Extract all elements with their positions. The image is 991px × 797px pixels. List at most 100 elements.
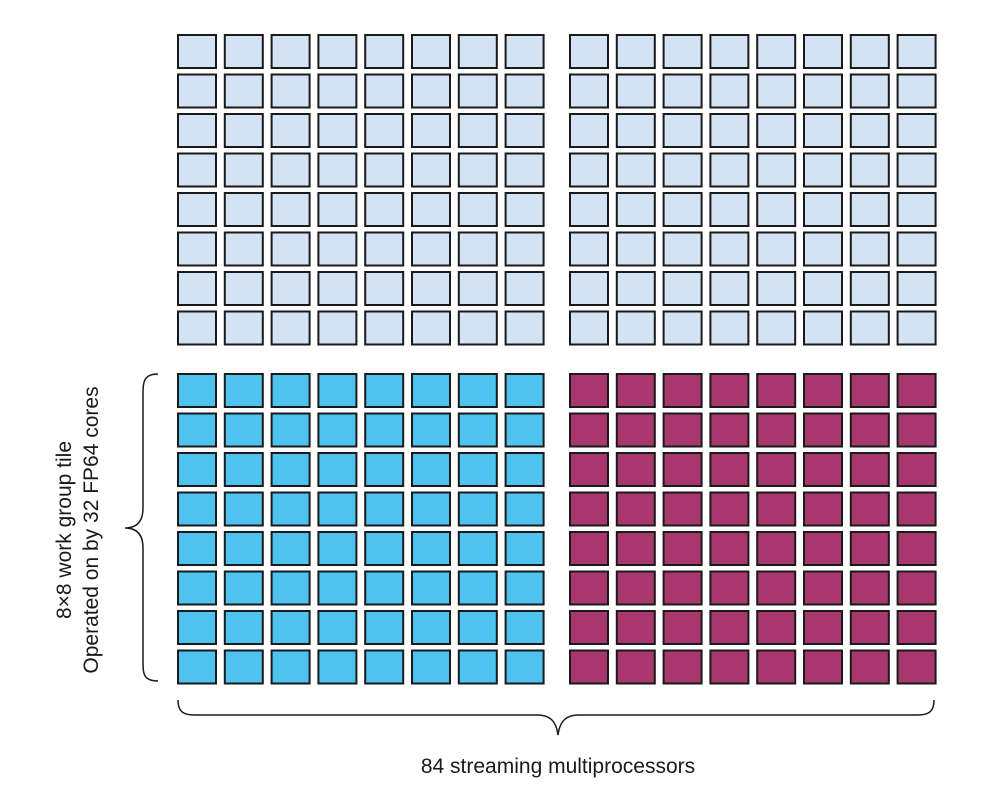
cell-top-left [504,152,545,188]
cell-bottom-left [411,373,451,408]
cell-top-left [411,34,451,69]
cell-top-left [364,113,405,148]
cell-top-left [317,231,358,267]
cell-top-left [223,271,264,306]
cell-top-right [756,73,797,109]
cell-top-right [615,231,656,267]
cell-bottom-right [709,531,750,566]
cell-bottom-right [896,531,937,566]
cell-top-right [662,73,703,109]
cell-bottom-left [223,412,264,448]
cell-bottom-left [457,491,498,527]
cell-top-left [317,192,358,227]
cell-top-right [803,271,843,306]
multiprocessor-brace [177,699,935,736]
cell-top-right [803,152,843,188]
cell-bottom-left [364,610,405,645]
cell-top-right [569,231,609,267]
cell-bottom-right [849,531,890,566]
cell-top-right [849,310,890,346]
cell-top-left [411,113,451,148]
cell-top-left [177,192,217,227]
cell-top-left [411,192,451,227]
cell-bottom-left [317,373,358,408]
cell-top-left [364,152,405,188]
cell-bottom-left [270,491,311,527]
cell-bottom-right [615,452,656,487]
cell-bottom-left [270,531,311,566]
cell-top-left [223,73,264,109]
cell-top-right [803,231,843,267]
cell-top-right [896,192,937,227]
cell-top-right [709,73,750,109]
cell-top-right [896,34,937,69]
cell-bottom-right [709,452,750,487]
cell-top-left [177,113,217,148]
tile-brace [124,373,159,682]
cell-bottom-left [457,610,498,645]
cell-bottom-left [177,412,217,448]
cell-bottom-right [709,570,750,606]
cell-top-right [615,152,656,188]
cell-bottom-right [569,452,609,487]
cell-top-left [177,152,217,188]
cell-bottom-left [223,570,264,606]
cell-bottom-right [662,610,703,645]
cell-bottom-left [364,531,405,566]
cell-bottom-left [411,491,451,527]
multiprocessors-label: 84 streaming multiprocessors [420,755,696,778]
cell-top-left [364,192,405,227]
cell-top-right [615,34,656,69]
cell-bottom-left [270,452,311,487]
cell-top-left [457,231,498,267]
cell-top-left [364,231,405,267]
cell-top-right [756,152,797,188]
cell-bottom-right [615,491,656,527]
cell-top-left [270,113,311,148]
cell-bottom-left [457,412,498,448]
cell-top-left [411,152,451,188]
cell-top-right [709,231,750,267]
cell-top-left [223,34,264,69]
cell-top-right [849,271,890,306]
cell-bottom-right [569,649,609,685]
cell-top-right [615,192,656,227]
cell-top-right [569,34,609,69]
cell-top-left [317,271,358,306]
cell-top-right [662,152,703,188]
cell-bottom-left [364,373,405,408]
cell-bottom-right [803,649,843,685]
cell-top-left [223,192,264,227]
cell-top-right [896,73,937,109]
cell-bottom-right [662,570,703,606]
cell-top-right [569,192,609,227]
cell-top-right [896,231,937,267]
cell-top-left [177,73,217,109]
cell-bottom-left [223,531,264,566]
cell-bottom-left [317,412,358,448]
tile-label-line1: 8×8 work group tile [53,440,76,620]
cell-bottom-left [223,452,264,487]
cell-bottom-right [849,373,890,408]
cell-top-left [504,73,545,109]
cell-bottom-left [457,373,498,408]
cell-top-left [317,34,358,69]
cell-bottom-left [177,491,217,527]
cell-top-left [411,271,451,306]
cell-top-left [364,73,405,109]
cell-top-left [457,192,498,227]
cell-bottom-right [662,373,703,408]
cell-top-left [270,271,311,306]
cell-bottom-left [504,610,545,645]
cell-top-right [662,113,703,148]
cell-bottom-left [177,570,217,606]
cell-bottom-left [223,373,264,408]
cell-top-right [709,192,750,227]
cell-bottom-left [411,412,451,448]
cell-top-right [756,271,797,306]
cell-bottom-right [709,610,750,645]
cell-bottom-right [803,491,843,527]
cell-bottom-right [709,412,750,448]
cell-bottom-right [896,610,937,645]
cell-bottom-right [756,373,797,408]
